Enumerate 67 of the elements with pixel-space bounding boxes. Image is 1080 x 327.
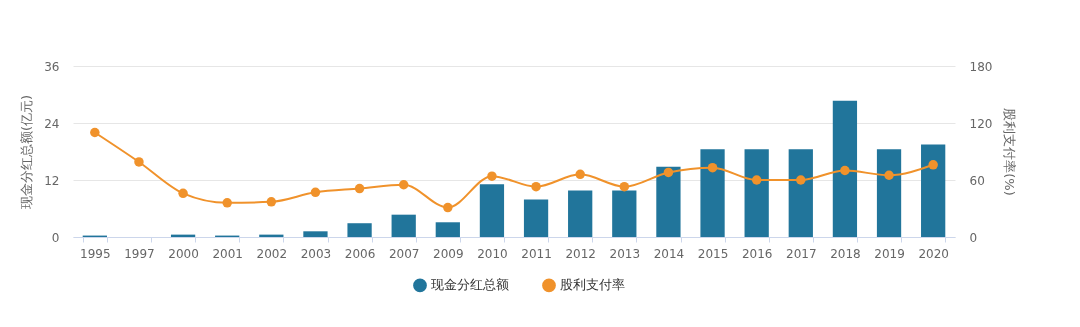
x-tick-label: 2007 (388, 246, 420, 261)
bar (656, 166, 681, 237)
bar (744, 149, 769, 237)
point (619, 181, 630, 192)
x-tick-label: 2016 (741, 246, 773, 261)
bar (700, 149, 725, 237)
point (354, 183, 365, 194)
x-tick-label: 2002 (256, 246, 288, 261)
y-tick-label: 36 (44, 59, 60, 74)
x-tick-label: 2020 (918, 246, 949, 261)
x-tick-label: 2017 (786, 246, 817, 261)
y-axis-title: 现金分红总额(亿元) (19, 94, 35, 210)
bar (876, 149, 902, 237)
point (310, 187, 321, 198)
x-tick-label: 2014 (653, 246, 685, 261)
point (266, 197, 277, 207)
point (575, 169, 585, 180)
y-tick-label: 12 (44, 173, 60, 188)
bar (391, 214, 416, 237)
y-tick-label: 0 (51, 230, 60, 245)
x-tick-label: 2006 (344, 246, 376, 261)
bar (832, 100, 858, 237)
bar (612, 190, 637, 237)
y2-tick-label: 180 (969, 59, 993, 74)
legend-label: 股利支付率 (560, 277, 625, 293)
point (90, 127, 100, 138)
point (884, 170, 894, 180)
x-tick-label: 2019 (874, 246, 905, 261)
point (134, 157, 144, 167)
point (840, 165, 850, 176)
x-tick-label: 2003 (300, 246, 332, 261)
x-tick-label: 2010 (477, 246, 508, 261)
point (531, 181, 541, 192)
x-tick-label: 2015 (697, 246, 729, 261)
point (796, 175, 806, 185)
point (707, 162, 718, 173)
x-tick-label: 1997 (124, 246, 155, 261)
legend-label: 现金分红总额 (431, 277, 509, 293)
x-tick-label: 2012 (565, 246, 596, 261)
bar (479, 184, 505, 237)
point (443, 202, 453, 213)
x-tick-label: 2000 (168, 246, 199, 261)
y2-tick-label: 0 (969, 230, 978, 245)
y2-tick-label: 60 (969, 173, 985, 188)
y-tick-label: 24 (44, 116, 60, 131)
y2-axis-title: 股利支付率(%) (1002, 108, 1018, 196)
point (663, 167, 674, 178)
point (487, 171, 497, 181)
bar (788, 149, 813, 237)
bar (921, 144, 946, 237)
point (178, 188, 188, 199)
bar (347, 223, 372, 237)
point (222, 198, 232, 208)
x-tick-label: 2001 (212, 246, 243, 261)
bar (523, 199, 549, 237)
bar (435, 222, 460, 237)
x-tick-label: 2011 (521, 246, 552, 261)
point (928, 160, 938, 170)
bar (568, 190, 593, 237)
point (751, 175, 762, 185)
bar (303, 231, 328, 237)
x-tick-label: 2013 (609, 246, 641, 261)
y2-tick-label: 120 (969, 116, 993, 131)
x-tick-label: 2018 (830, 246, 861, 261)
x-tick-label: 1995 (80, 246, 111, 261)
point (398, 180, 409, 190)
x-tick-label: 2009 (433, 246, 464, 261)
